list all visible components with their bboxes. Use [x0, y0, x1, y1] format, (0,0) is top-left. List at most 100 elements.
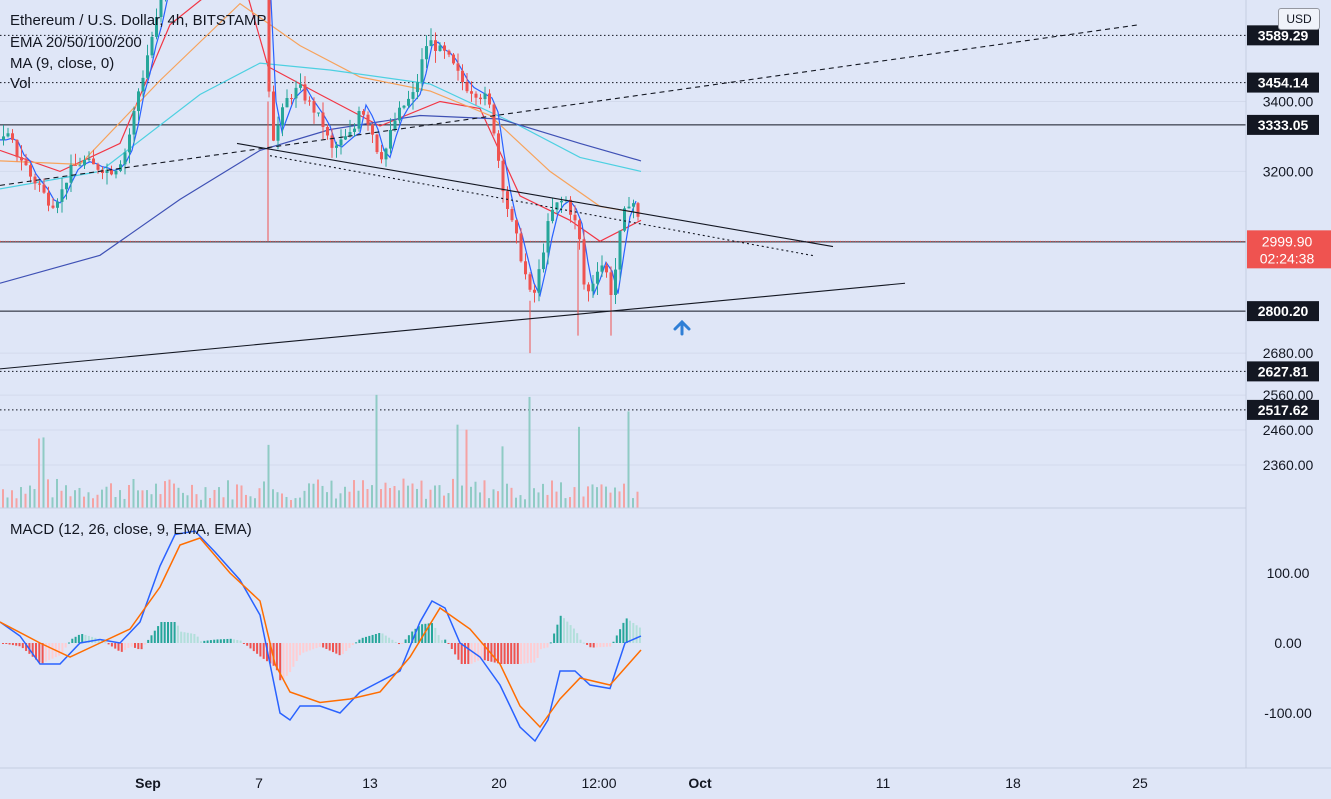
ma-legend[interactable]: MA (9, close, 0): [10, 55, 115, 72]
macd-histogram-bar: [638, 627, 641, 643]
macd-histogram-bar: [355, 642, 358, 644]
candle-body: [569, 199, 572, 215]
macd-histogram-bar: [25, 643, 28, 651]
candle-body: [312, 101, 316, 113]
volume-bar: [276, 492, 279, 508]
candle-body: [83, 159, 86, 166]
symbol-title[interactable]: Ethereum / U.S. Dollar, 4h, BITSTAMP: [10, 12, 267, 29]
volume-bar: [524, 499, 526, 508]
candle-body: [42, 184, 46, 193]
currency-badge[interactable]: USD: [1278, 8, 1320, 30]
volume-bar: [105, 486, 108, 508]
macd-lines: [0, 530, 642, 743]
macd-histogram-bar: [318, 643, 321, 647]
trendlines[interactable]: [0, 24, 1141, 370]
volume-bar: [636, 491, 639, 508]
volume-bar: [627, 411, 630, 508]
macd-histogram-bar: [625, 618, 628, 643]
candle-body: [56, 201, 59, 208]
candle-body: [60, 189, 64, 202]
level-label-box[interactable]: [1247, 25, 1319, 46]
trendline[interactable]: [269, 155, 816, 257]
volume-bar: [141, 490, 144, 508]
level-label[interactable]: 3454.14: [1258, 75, 1309, 91]
volume-bar: [150, 494, 153, 508]
volume-bar: [74, 490, 76, 508]
trendline[interactable]: [0, 282, 906, 370]
candle-body: [321, 112, 325, 128]
macd-histogram-bar: [579, 639, 582, 643]
trendline[interactable]: [236, 142, 834, 248]
macd-histogram-bar: [477, 643, 480, 661]
macd-histogram-bar: [536, 643, 539, 658]
volume-bar: [591, 484, 594, 508]
macd-histogram-bar: [576, 633, 579, 643]
current-price-tag[interactable]: [1247, 230, 1331, 269]
level-label-box[interactable]: [1247, 361, 1319, 382]
macd-histogram-bar: [470, 643, 473, 664]
macd-histogram-bar: [193, 633, 196, 643]
level-label[interactable]: 3589.29: [1258, 27, 1309, 43]
time-scale[interactable]: Sep 7 13 20 12:00 Oct 11 18 25: [135, 775, 1148, 791]
volume-bar: [186, 495, 189, 508]
macd-histogram-bar: [582, 642, 585, 644]
level-label-box[interactable]: [1247, 399, 1319, 420]
macd-histogram-bar: [236, 639, 239, 643]
candle-body: [407, 98, 410, 106]
price-tick-label: 2360.00: [1263, 457, 1314, 473]
candle-body: [51, 205, 55, 208]
candle-body: [344, 136, 347, 140]
level-label[interactable]: 2800.20: [1258, 303, 1309, 319]
level-label[interactable]: 3333.05: [1258, 117, 1309, 133]
volume-bar: [272, 489, 274, 508]
volume-bar: [330, 480, 333, 508]
macd-histogram-bar: [150, 635, 153, 643]
trendline[interactable]: [0, 24, 1141, 186]
candle-body: [497, 133, 500, 161]
macd-histogram-bar: [239, 640, 242, 643]
price-gridlines: [0, 101, 1246, 466]
macd-histogram-bar: [213, 639, 216, 643]
macd-histogram-bar: [569, 625, 572, 643]
candle-body: [443, 45, 446, 51]
vol-legend[interactable]: Vol: [10, 75, 31, 92]
macd-histogram-bar: [378, 633, 381, 643]
candle-body: [506, 191, 509, 210]
macd-histogram-bar: [335, 643, 338, 654]
level-label[interactable]: 2627.81: [1258, 363, 1309, 379]
level-label[interactable]: 2517.62: [1258, 402, 1309, 418]
macd-histogram-bar: [440, 640, 443, 643]
candle-body: [366, 114, 370, 125]
volume-bar: [285, 496, 288, 508]
macd-histogram-bar: [308, 643, 311, 651]
macd-histogram-bar: [84, 634, 87, 643]
volume-bar: [582, 496, 585, 508]
volume-bar: [204, 487, 207, 508]
level-label-box[interactable]: [1247, 114, 1319, 135]
macd-histogram-bar: [223, 639, 226, 643]
macd-histogram-bar: [328, 643, 331, 651]
volume-bar: [560, 482, 562, 508]
volume-bar: [339, 493, 342, 508]
macd-histogram-bar: [120, 643, 123, 652]
candle-body: [389, 129, 392, 149]
candle-body: [636, 203, 640, 217]
macd-histogram-bar: [81, 634, 84, 643]
macd-scale[interactable]: 100.00 0.00 -100.00: [1264, 565, 1312, 721]
macd-histogram-bar: [21, 643, 24, 649]
macd-histogram-bar: [285, 643, 288, 676]
horizontal-levels[interactable]: [0, 0, 1246, 411]
macd-legend[interactable]: MACD (12, 26, close, 9, EMA, EMA): [10, 521, 252, 538]
macd-histogram-bar: [341, 643, 344, 655]
macd-histogram-bar: [200, 641, 202, 643]
price-scale[interactable]: 3800.003400.003200.002680.002560.002460.…: [1247, 0, 1331, 473]
level-label-box[interactable]: [1247, 72, 1319, 93]
volume-bar: [290, 499, 292, 508]
macd-histogram-bar: [497, 643, 499, 664]
ema-legend[interactable]: EMA 20/50/100/200: [10, 34, 142, 51]
price-tick-label: 2460.00: [1263, 422, 1314, 438]
level-label-box[interactable]: [1247, 301, 1319, 322]
macd-histogram-bar: [325, 643, 328, 650]
